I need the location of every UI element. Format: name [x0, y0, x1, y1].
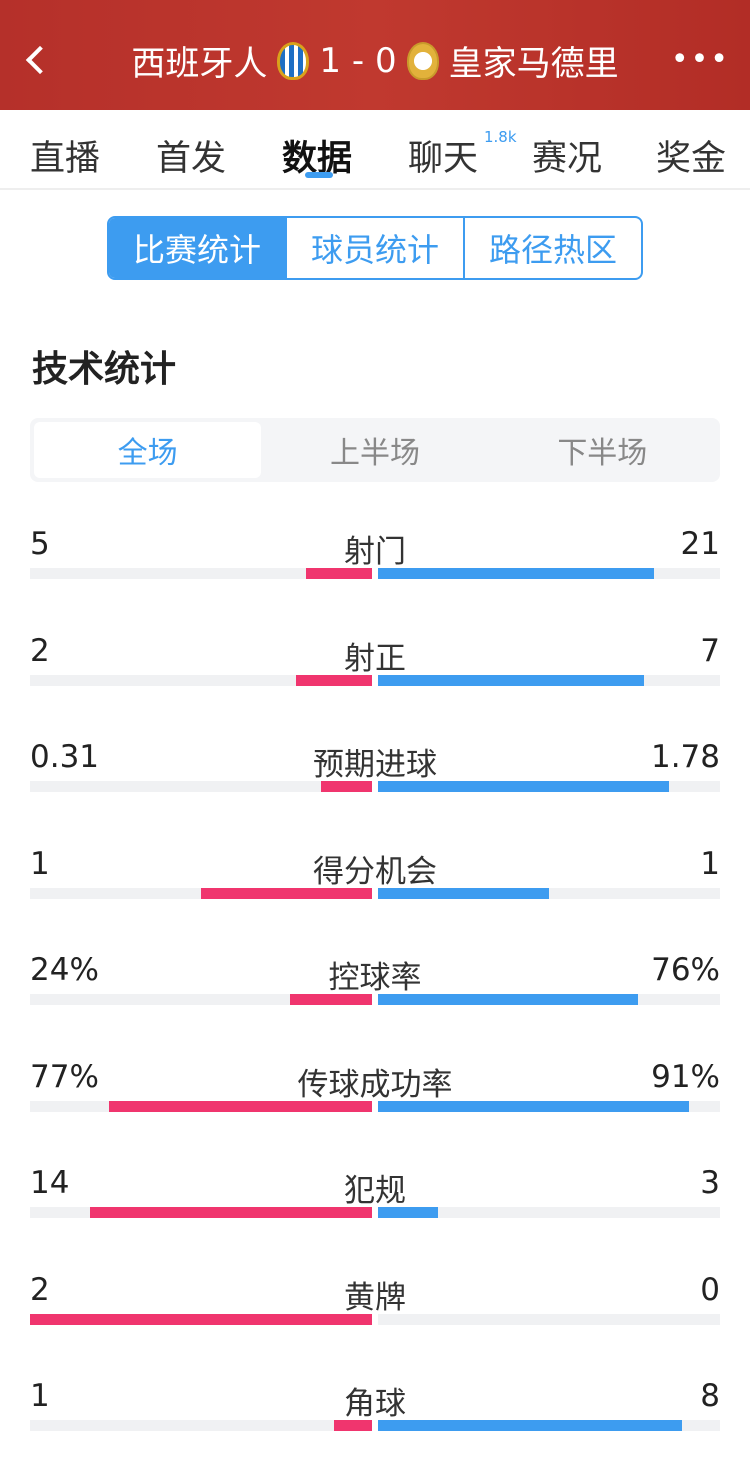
tab-live[interactable]: 直播: [30, 139, 101, 179]
stat-label: 得分机会: [313, 853, 437, 890]
stat-label: 角球: [344, 1386, 406, 1422]
period-full[interactable]: 全场: [34, 422, 262, 478]
away-bar: [378, 1420, 683, 1431]
home-bar: [334, 1420, 372, 1431]
away-team-name: 皇家马德里: [448, 44, 619, 84]
period-selector: 全场 上半场 下半场: [30, 418, 720, 482]
segment-heatmap[interactable]: 路径热区: [463, 218, 641, 278]
espanyol-crest-icon: [277, 41, 310, 80]
stat-label: 传球成功率: [297, 1066, 453, 1103]
segment-match-stats[interactable]: 比赛统计: [109, 218, 285, 278]
away-bar: [378, 994, 638, 1005]
away-value: 8: [700, 1378, 720, 1414]
home-value: 2: [30, 1271, 50, 1308]
home-bar-track: [30, 1420, 372, 1431]
home-bar-track: [30, 1207, 372, 1218]
away-value: 76%: [651, 952, 720, 988]
main-tabs: 直播 首发 数据 聊天 赛况 奖金: [0, 110, 750, 190]
segment-player-stats[interactable]: 球员统计: [285, 218, 463, 278]
away-bar: [378, 674, 645, 686]
home-bar-track: [30, 1313, 372, 1325]
away-bar-track: [378, 1100, 720, 1112]
away-value: 1: [700, 845, 720, 882]
stat-label: 犯规: [344, 1173, 406, 1209]
home-bar: [90, 1207, 372, 1218]
tab-prize[interactable]: 奖金: [656, 139, 727, 179]
stat-label: 射门: [344, 534, 406, 570]
home-value: 5: [30, 526, 50, 562]
chat-count-badge: 1.8k: [484, 128, 517, 146]
real-madrid-crest-icon: [406, 41, 439, 80]
match-header: 西班牙人 1 - 0 皇家马德里 •••: [0, 0, 750, 110]
home-value: 14: [30, 1165, 70, 1201]
score: 1 - 0: [319, 40, 397, 81]
home-bar-track: [30, 568, 372, 579]
tab-lineup[interactable]: 首发: [156, 139, 227, 179]
away-bar-track: [378, 1207, 720, 1218]
away-bar-track: [378, 994, 720, 1005]
home-value: 77%: [30, 1058, 99, 1095]
more-icon[interactable]: •••: [670, 42, 730, 77]
stat-row: 5 射门 21: [30, 526, 720, 606]
home-bar-track: [30, 994, 372, 1005]
away-bar-track: [378, 568, 720, 579]
away-value: 7: [700, 632, 720, 669]
tab-chat[interactable]: 聊天: [408, 139, 479, 179]
home-bar: [30, 1313, 372, 1325]
active-tab-indicator: [305, 172, 333, 178]
stats-segmented-control: 比赛统计 球员统计 路径热区: [107, 216, 643, 280]
home-bar-track: [30, 674, 372, 686]
away-bar-track: [378, 674, 720, 686]
home-value: 1: [30, 1378, 50, 1414]
home-bar: [108, 1100, 372, 1112]
away-bar: [378, 568, 655, 579]
home-bar: [306, 568, 372, 579]
stat-row: 14 犯规 3: [30, 1165, 720, 1245]
stat-row: 1 角球 8: [30, 1378, 720, 1458]
home-bar: [321, 781, 372, 792]
match-title: 西班牙人 1 - 0 皇家马德里: [0, 36, 750, 85]
home-bar: [289, 994, 372, 1005]
away-bar-track: [378, 887, 720, 899]
stat-label: 射正: [344, 640, 406, 677]
home-bar-track: [30, 887, 372, 899]
home-team-name: 西班牙人: [131, 44, 268, 84]
stat-row: 2 黄牌 0: [30, 1272, 720, 1352]
stat-row: 0.31 预期进球 1.78: [30, 739, 720, 819]
stat-row: 1 得分机会 1: [30, 846, 720, 926]
home-bar: [201, 887, 372, 899]
away-value: 21: [680, 526, 720, 562]
away-bar-track: [378, 781, 720, 792]
tab-events[interactable]: 赛况: [532, 139, 603, 179]
away-value: 3: [700, 1165, 720, 1201]
stat-row: 24% 控球率 76%: [30, 952, 720, 1032]
away-bar: [378, 1207, 439, 1218]
home-value: 24%: [30, 952, 99, 988]
period-second-half[interactable]: 下半场: [557, 436, 648, 471]
stat-label: 黄牌: [344, 1279, 406, 1316]
section-title: 技术统计: [32, 349, 177, 390]
away-bar: [378, 781, 670, 792]
home-bar: [296, 674, 372, 686]
stat-label: 控球率: [328, 960, 422, 996]
away-value: 0: [700, 1271, 720, 1308]
stat-label: 预期进球: [313, 747, 437, 783]
home-bar-track: [30, 781, 372, 792]
home-bar-track: [30, 1100, 372, 1112]
home-value: 0.31: [30, 739, 100, 775]
away-bar-track: [378, 1313, 720, 1325]
away-bar: [378, 1100, 690, 1112]
away-value: 1.78: [650, 739, 720, 775]
away-bar: [378, 887, 549, 899]
away-value: 91%: [651, 1058, 720, 1095]
stat-row: 77% 传球成功率 91%: [30, 1059, 720, 1139]
stat-row: 2 射正 7: [30, 633, 720, 713]
period-first-half[interactable]: 上半场: [329, 436, 420, 471]
away-bar-track: [378, 1420, 720, 1431]
home-value: 1: [30, 845, 50, 882]
home-value: 2: [30, 632, 50, 669]
